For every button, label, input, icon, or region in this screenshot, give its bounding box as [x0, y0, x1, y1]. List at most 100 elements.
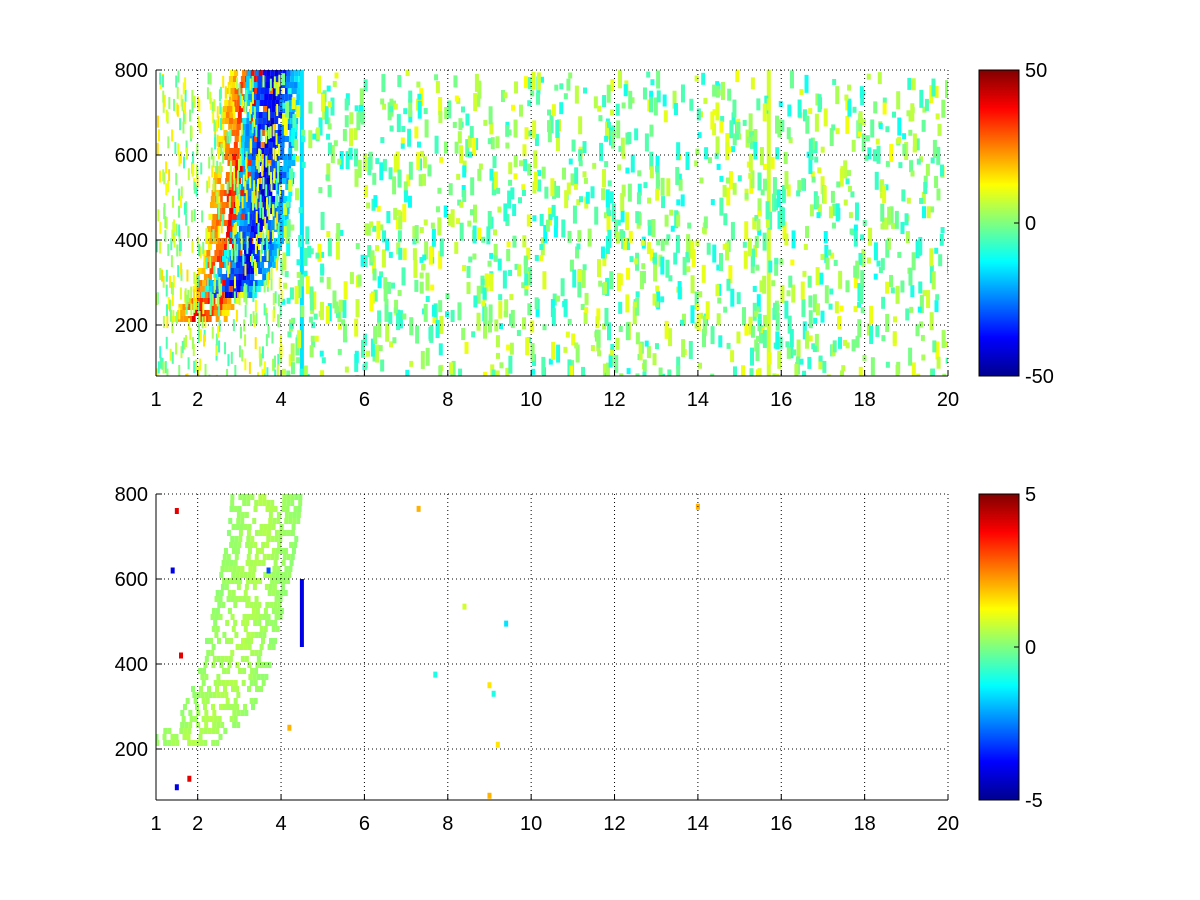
heatmap-cell: [161, 357, 164, 370]
heatmap-cell: [259, 100, 264, 106]
heatmap-cell: [604, 307, 609, 326]
heatmap-cell: [203, 254, 206, 267]
heatmap-cell: [212, 256, 217, 262]
heatmap-cell: [922, 106, 927, 113]
heatmap-cell: [231, 686, 236, 692]
heatmap-cell: [281, 136, 286, 142]
heatmap-cell: [727, 88, 732, 101]
heatmap-cell: [808, 335, 813, 342]
heatmap-cell: [760, 189, 765, 196]
heatmap-cell: [216, 656, 221, 662]
heatmap-cell: [237, 148, 242, 154]
heatmap-cell: [751, 248, 756, 267]
heatmap-cell: [171, 129, 174, 142]
heatmap-cell: [229, 716, 234, 722]
heatmap-cell: [250, 172, 255, 178]
heatmap-cell: [286, 76, 291, 82]
heatmap-cell: [597, 350, 602, 357]
heatmap-cell: [712, 84, 717, 97]
heatmap-cell: [571, 333, 576, 346]
heatmap-cell: [524, 273, 529, 286]
heatmap-cell: [527, 267, 532, 286]
heatmap-cell: [256, 186, 259, 199]
heatmap-cell: [226, 232, 231, 238]
heatmap-cell: [202, 250, 207, 256]
heatmap-cell: [236, 722, 241, 728]
heatmap-cell: [252, 311, 255, 324]
heatmap-cell: [539, 254, 544, 261]
heatmap-cell: [885, 160, 890, 167]
heatmap-cell: [257, 179, 260, 192]
heatmap-cell: [224, 692, 229, 698]
heatmap-cell: [281, 298, 286, 305]
heatmap-cell: [355, 299, 360, 318]
heatmap-cell: [848, 212, 853, 219]
heatmap-cell: [759, 325, 764, 344]
heatmap-cell: [259, 206, 262, 219]
heatmap-cell: [915, 240, 920, 259]
heatmap-cell: [415, 325, 420, 344]
heatmap-cell: [393, 103, 398, 110]
heatmap-cell: [401, 267, 406, 286]
heatmap-cell: [567, 230, 572, 243]
heatmap-cell: [592, 162, 597, 169]
heatmap-cell: [609, 191, 614, 204]
heatmap-cell: [230, 704, 235, 710]
heatmap-cell: [239, 220, 244, 226]
heatmap-cell: [281, 73, 286, 86]
heatmap-cell: [187, 289, 190, 302]
heatmap-cell: [261, 368, 264, 376]
heatmap-cell: [744, 323, 749, 336]
heatmap-cell: [221, 112, 226, 118]
heatmap-cell: [220, 286, 225, 292]
heatmap-cell: [508, 179, 513, 186]
heatmap-cell: [727, 146, 732, 153]
heatmap-cell: [279, 238, 284, 244]
heatmap-cell: [289, 124, 294, 130]
heatmap-cell: [186, 294, 189, 307]
heatmap-cell: [273, 620, 278, 626]
heatmap-cell: [775, 373, 780, 376]
heatmap-cell: [505, 213, 510, 226]
heatmap-cell: [209, 256, 212, 269]
heatmap-cell: [860, 93, 865, 106]
heatmap-cell: [232, 566, 237, 572]
heatmap-cell: [858, 111, 863, 124]
heatmap-cell: [772, 193, 777, 212]
heatmap-cell: [373, 195, 378, 208]
heatmap-cell: [936, 188, 941, 201]
heatmap-cell: [920, 334, 925, 341]
heatmap-cell: [559, 102, 564, 115]
heatmap-cell: [275, 608, 280, 614]
heatmap-cell: [283, 154, 288, 160]
heatmap-cell: [818, 357, 823, 370]
heatmap-cell: [221, 680, 226, 686]
heatmap-cell: [284, 566, 289, 572]
heatmap-cell: [635, 373, 640, 376]
heatmap-cell: [266, 226, 271, 232]
heatmap-cell: [228, 214, 233, 220]
heatmap-cell: [251, 106, 256, 112]
heatmap-cell: [616, 272, 621, 291]
heatmap-cell: [344, 115, 349, 128]
heatmap-cell: [878, 122, 883, 129]
heatmap-cell: [299, 368, 304, 376]
heatmap-cell: [256, 674, 261, 680]
heatmap-cell: [162, 361, 165, 374]
heatmap-cell: [705, 301, 710, 320]
heatmap-cell: [382, 158, 387, 171]
heatmap-cell: [285, 201, 290, 208]
heatmap-cell: [258, 112, 263, 118]
heatmap-cell: [583, 87, 588, 94]
grid-lines: [156, 493, 949, 800]
heatmap-cell: [276, 160, 279, 173]
heatmap-cell: [750, 325, 755, 338]
heatmap-cell: [280, 190, 285, 196]
heatmap-cell: [271, 82, 276, 88]
heatmap-cell: [272, 94, 277, 100]
heatmap-cell: [192, 286, 197, 292]
heatmap-cell: [359, 88, 364, 107]
heatmap-cell: [265, 602, 270, 608]
colorbar-tick-label: 50: [1025, 60, 1047, 82]
heatmap-cell: [241, 244, 246, 250]
